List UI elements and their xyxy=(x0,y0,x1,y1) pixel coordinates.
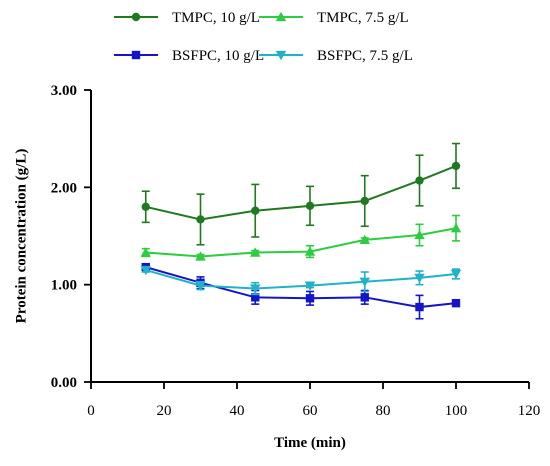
legend-label: BSFPC, 10 g/L xyxy=(172,48,264,64)
data-point xyxy=(141,202,150,211)
legend-marker xyxy=(131,50,141,60)
data-point xyxy=(360,196,369,206)
legend-label: TMPC, 7.5 g/L xyxy=(317,10,409,26)
x-axis-title: Time (min) xyxy=(274,435,346,451)
data-point xyxy=(360,293,369,302)
legend-item: BSFPC, 7.5 g/L xyxy=(259,48,413,64)
data-point xyxy=(304,281,316,291)
x-tick-label: 60 xyxy=(303,403,318,419)
series-tmpc-10-g-l xyxy=(141,142,461,246)
data-point xyxy=(414,273,425,284)
y-tick-label: 0.00 xyxy=(51,375,77,391)
series-tmpc-7-5-g-l xyxy=(140,214,462,261)
data-point xyxy=(140,265,151,276)
x-tick-label: 20 xyxy=(157,403,172,419)
data-point xyxy=(196,215,205,224)
x-tick-label: 120 xyxy=(518,403,541,419)
axes: 0.00 1.00 2.00 3.00 0 20 40 60 80 100 120 xyxy=(51,83,541,419)
x-tick-label: 0 xyxy=(87,403,95,419)
data-point xyxy=(450,223,462,233)
data-point xyxy=(195,251,206,261)
data-point xyxy=(415,302,424,312)
series-bsfpc-7-5-g-l xyxy=(140,265,462,296)
legend-item: BSFPC, 10 g/L xyxy=(114,48,264,64)
data-point xyxy=(304,246,316,256)
series-line xyxy=(145,164,457,221)
legend-marker xyxy=(275,11,287,22)
x-tick-label: 100 xyxy=(445,403,468,419)
legend-item: TMPC, 10 g/L xyxy=(114,10,260,26)
x-tick-label: 40 xyxy=(230,403,245,419)
data-point xyxy=(359,277,370,287)
y-tick-label: 2.00 xyxy=(51,180,77,196)
legend-marker xyxy=(275,50,287,61)
data-point xyxy=(359,234,370,245)
y-tick-label: 3.00 xyxy=(51,83,77,99)
series-line xyxy=(145,227,457,258)
data-point xyxy=(305,201,315,211)
data-point xyxy=(251,293,260,302)
legend-marker xyxy=(131,12,141,22)
y-tick-label: 1.00 xyxy=(51,278,77,294)
data-point xyxy=(140,247,151,257)
legend-item: TMPC, 7.5 g/L xyxy=(259,10,409,26)
legend: TMPC, 10 g/L TMPC, 7.5 g/L BSFPC, 10 g/L BS… xyxy=(114,10,413,64)
data-point xyxy=(251,206,260,215)
data-point xyxy=(450,269,462,280)
data-point xyxy=(305,294,315,303)
y-axis-title: Protein concentration (g/L) xyxy=(13,149,29,324)
legend-label: TMPC, 10 g/L xyxy=(172,10,260,26)
data-point xyxy=(250,284,261,294)
x-tick-label: 80 xyxy=(376,403,391,419)
data-point xyxy=(250,247,261,257)
data-series xyxy=(140,142,462,320)
series-line xyxy=(145,269,457,290)
data-point xyxy=(195,281,206,291)
series-bsfpc-10-g-l xyxy=(141,262,461,320)
data-point xyxy=(451,161,461,171)
data-point xyxy=(414,229,425,240)
legend-label: BSFPC, 7.5 g/L xyxy=(317,48,413,64)
data-point xyxy=(415,176,424,185)
data-point xyxy=(451,298,461,308)
